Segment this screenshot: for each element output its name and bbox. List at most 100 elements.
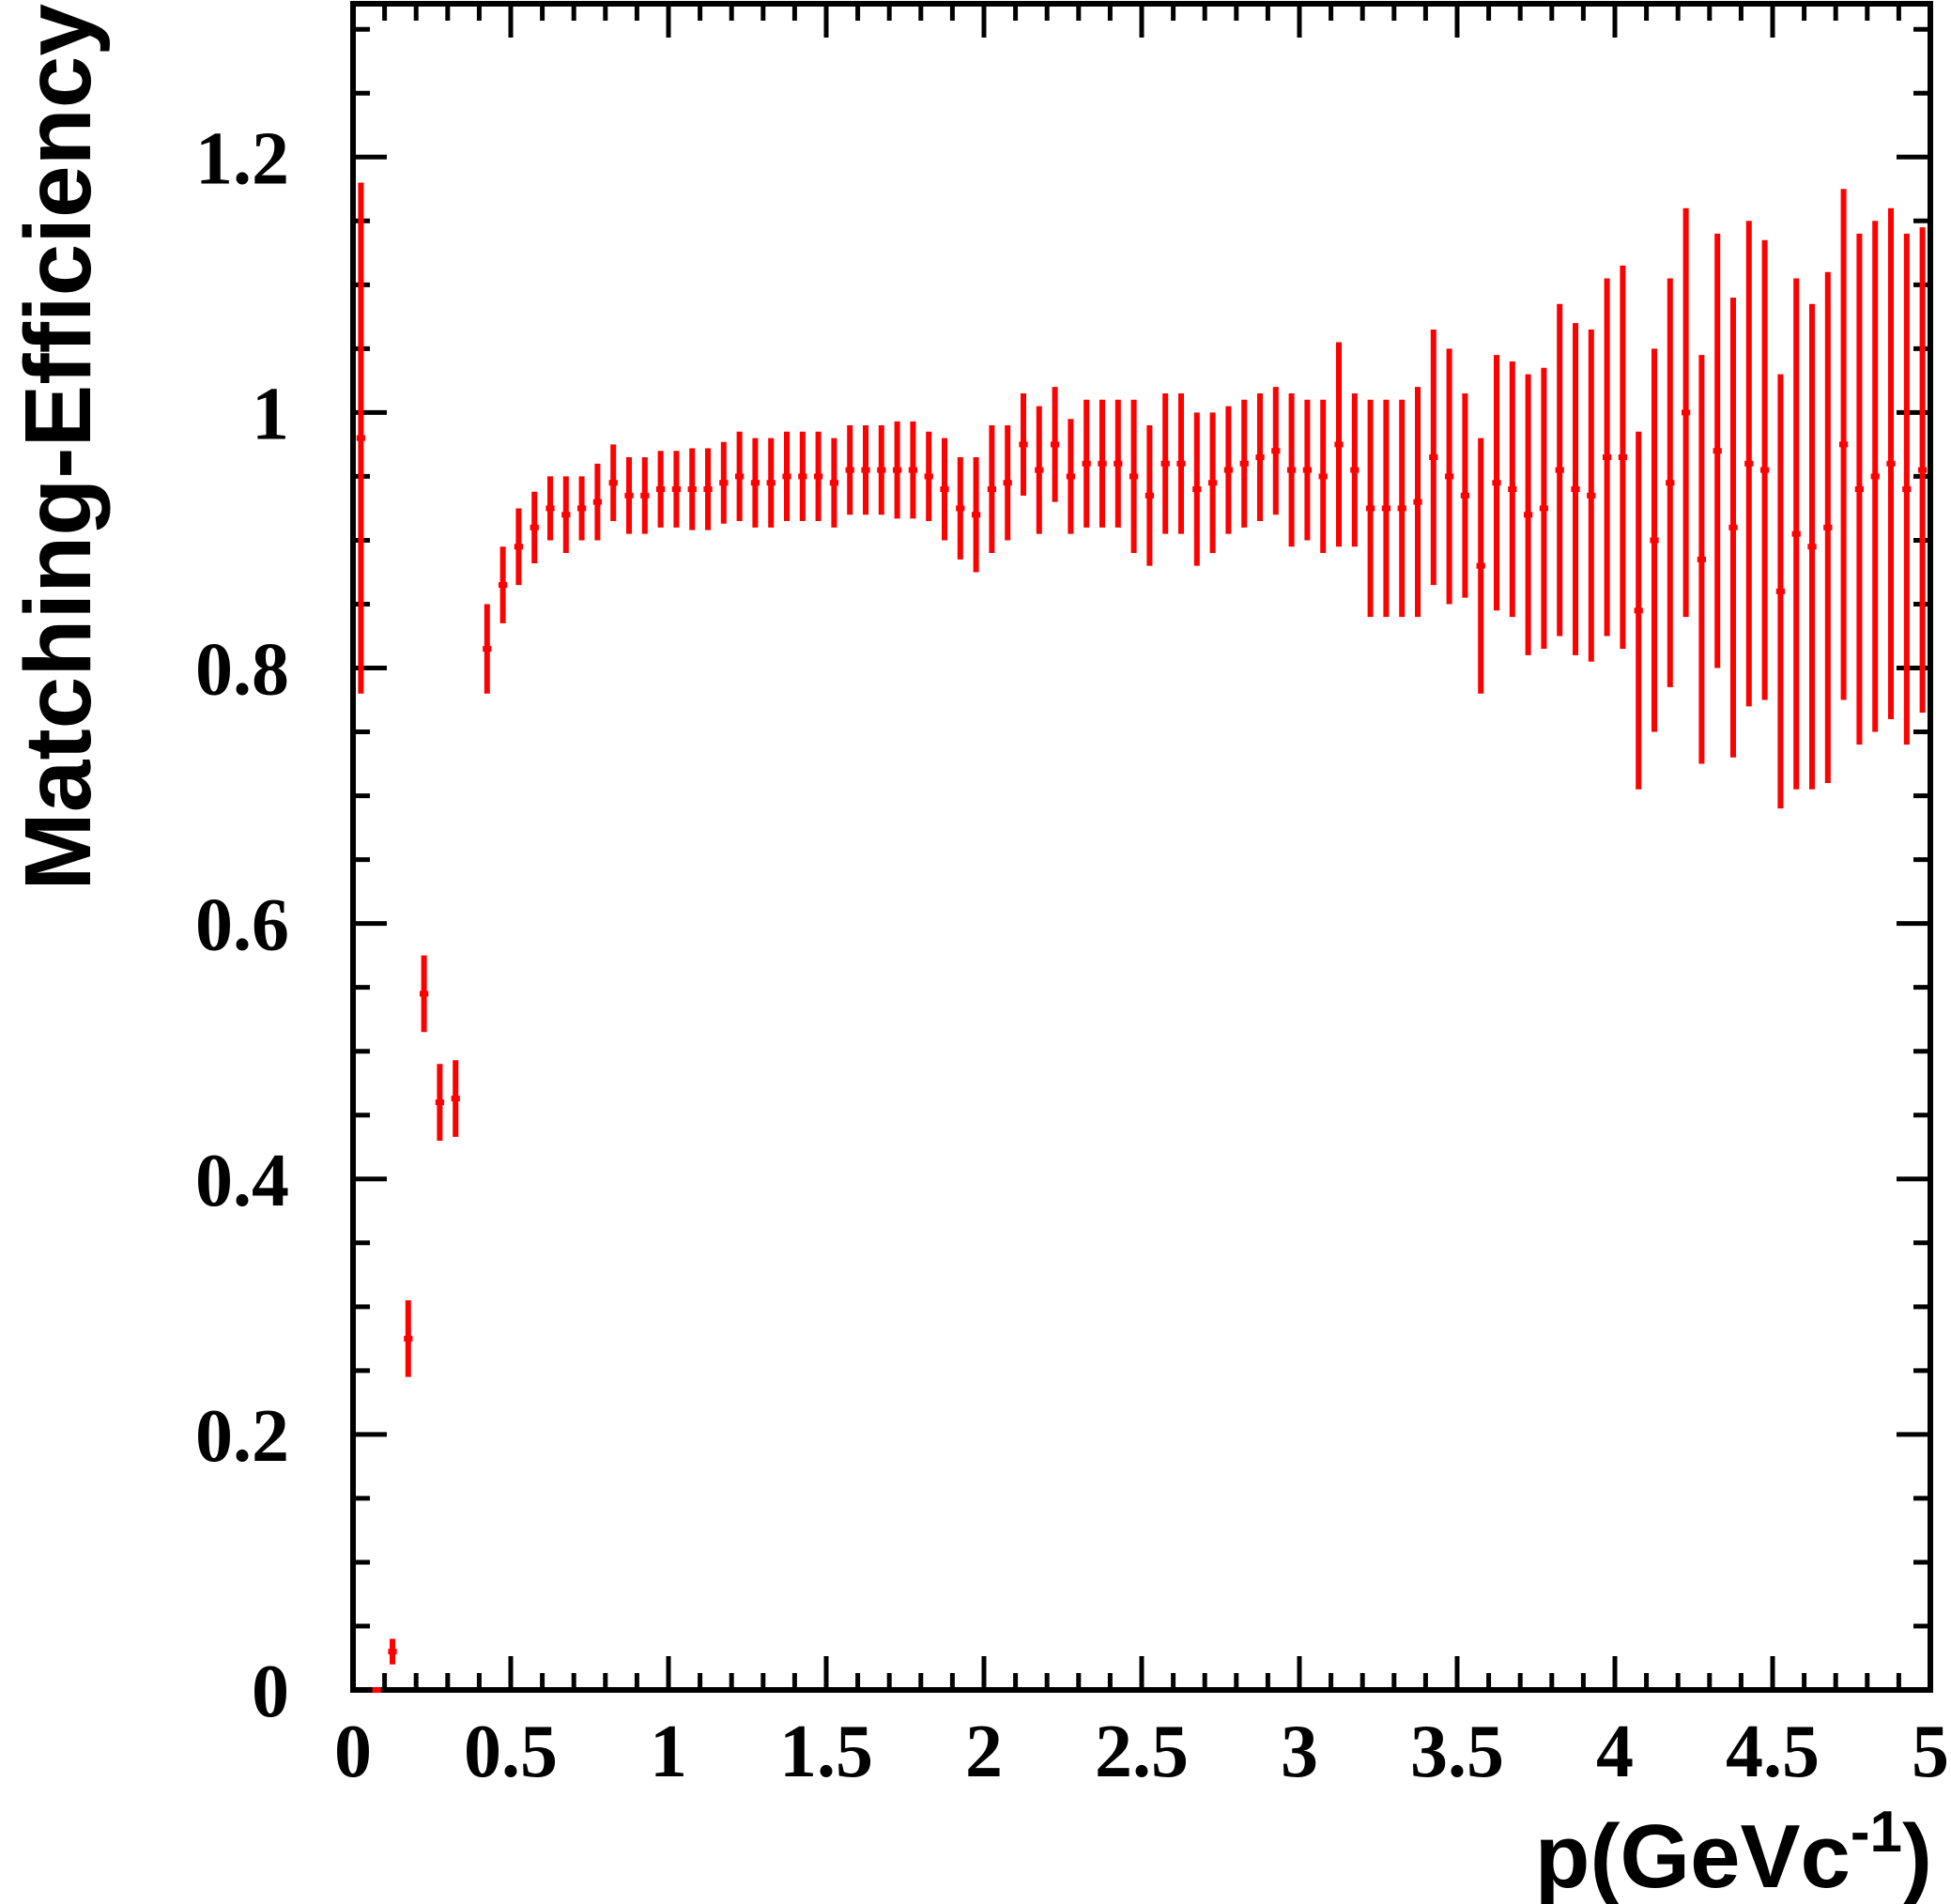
x-tick-label: 1.5 — [779, 1711, 873, 1793]
data-point — [498, 546, 508, 623]
plot-frame — [350, 1, 1933, 1693]
data-point — [924, 431, 933, 522]
y-tick-labels: 0 0.2 0.4 0.6 0.8 1 1.2 — [195, 117, 289, 1733]
data-point — [1019, 392, 1028, 496]
data-point — [703, 448, 713, 530]
data-point — [1838, 189, 1849, 700]
data-point — [576, 476, 587, 541]
data-point — [1508, 361, 1517, 618]
data-point — [1413, 387, 1422, 618]
data-point — [829, 438, 839, 528]
data-point — [1870, 221, 1880, 732]
axis-ticks — [350, 4, 1933, 1693]
data-point — [1003, 425, 1012, 541]
x-tick-label: 5 — [1912, 1711, 1949, 1793]
data-point — [861, 425, 870, 515]
data-point — [1555, 303, 1564, 637]
data-point — [1066, 419, 1076, 534]
data-point — [356, 182, 366, 694]
data-point — [1302, 399, 1313, 541]
x-axis-title: p(GeVc-1) — [1535, 1800, 1932, 1904]
data-point — [545, 476, 555, 541]
data-point — [1539, 367, 1549, 650]
data-point — [624, 457, 634, 534]
data-point — [404, 1300, 413, 1377]
data-point — [1460, 392, 1470, 598]
y-tick-label: 1 — [252, 373, 289, 455]
data-point — [1271, 387, 1281, 515]
data-point — [483, 604, 492, 694]
data-point — [892, 421, 902, 519]
data-point — [1098, 399, 1107, 528]
data-point — [1082, 399, 1091, 528]
data-point — [1917, 227, 1928, 714]
data-point — [1144, 425, 1155, 566]
data-point — [1239, 399, 1249, 528]
data-point — [592, 463, 603, 541]
data-point — [1365, 399, 1375, 618]
data-point — [813, 431, 823, 522]
data-point — [1035, 406, 1044, 534]
data-point — [1350, 392, 1360, 547]
x-axis-title-superscript: -1 — [1851, 1800, 1902, 1865]
data-point — [1807, 303, 1817, 790]
y-tick-label: 0.8 — [195, 629, 289, 712]
data-point — [530, 491, 539, 563]
data-point — [1050, 387, 1060, 502]
data-point — [734, 431, 745, 522]
x-tick-label: 4 — [1596, 1711, 1634, 1793]
data-point — [419, 955, 429, 1033]
data-point — [655, 451, 666, 528]
data-point — [1650, 348, 1659, 732]
y-tick-label: 0 — [252, 1651, 289, 1733]
data-point — [1902, 233, 1912, 745]
x-tick-label: 1 — [650, 1711, 687, 1793]
x-tick-label: 2 — [965, 1711, 1003, 1793]
x-axis-title-close: ) — [1902, 1806, 1932, 1904]
data-point — [1255, 392, 1265, 522]
data-point — [1791, 278, 1801, 790]
data-point — [1286, 392, 1297, 547]
data-point — [1160, 392, 1170, 534]
data-point — [798, 431, 807, 522]
data-point — [608, 444, 618, 522]
data-point — [1744, 221, 1754, 707]
data-point — [1334, 342, 1344, 547]
x-tick-label: 0 — [334, 1711, 372, 1793]
x-tick-label: 2.5 — [1095, 1711, 1189, 1793]
data-point — [1129, 399, 1139, 554]
data-point — [1666, 278, 1675, 687]
data-point — [1823, 271, 1833, 783]
x-tick-label: 3 — [1281, 1711, 1318, 1793]
data-point — [750, 438, 760, 528]
data-point — [1381, 399, 1391, 618]
data-point — [1397, 399, 1406, 618]
data-point — [971, 457, 981, 573]
data-point — [1318, 399, 1328, 554]
data-point — [1618, 265, 1628, 650]
x-axis-title-base: p(GeVc — [1535, 1806, 1851, 1904]
data-point — [561, 476, 571, 554]
data-point — [1759, 239, 1770, 700]
data-point — [1886, 207, 1896, 719]
x-tick-label: 0.5 — [464, 1711, 558, 1793]
data-point — [1681, 207, 1691, 618]
data-point — [782, 431, 791, 522]
data-point — [640, 457, 650, 534]
x-tick-label: 4.5 — [1726, 1711, 1820, 1793]
data-point — [1492, 355, 1501, 611]
data-point — [766, 438, 776, 528]
data-point — [1176, 392, 1186, 534]
y-tick-label: 0.6 — [195, 884, 289, 967]
data-point — [1192, 412, 1202, 566]
data-point — [1207, 412, 1218, 554]
data-point — [671, 451, 682, 528]
x-tick-label: 3.5 — [1410, 1711, 1504, 1793]
data-point — [940, 438, 949, 541]
data-point — [1476, 438, 1485, 694]
data-point — [1634, 431, 1643, 790]
data-point — [1775, 374, 1786, 809]
data-point — [908, 421, 918, 519]
data-point — [435, 1064, 445, 1141]
